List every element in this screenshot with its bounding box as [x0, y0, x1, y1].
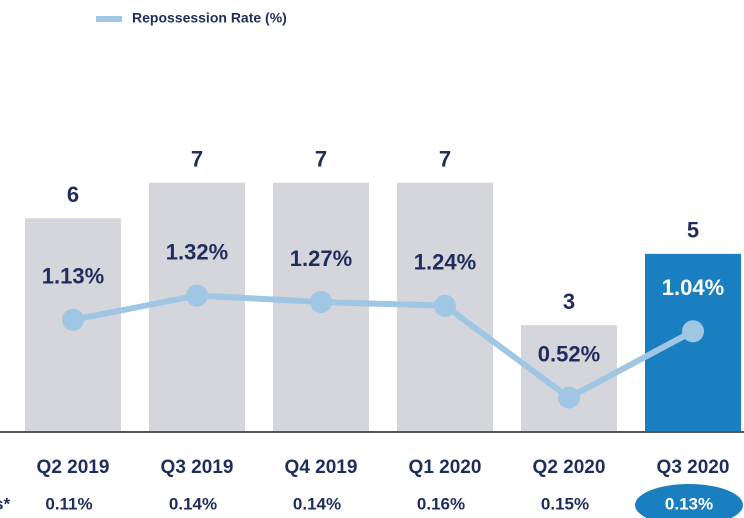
line-point [310, 290, 332, 313]
bar-value-label: 3 [563, 289, 575, 314]
row-value: 0.15% [541, 494, 589, 513]
highlight-pill [635, 484, 743, 518]
x-tick-label: Q3 2020 [657, 457, 730, 478]
bar-value-label: 7 [439, 146, 451, 171]
bar-value-label: 5 [687, 218, 699, 243]
bar [149, 182, 245, 432]
line-point [434, 294, 456, 317]
row-value: 0.13% [665, 494, 713, 513]
row-value: 0.11% [45, 494, 92, 513]
x-tick-label: Q2 2019 [37, 457, 110, 478]
line [72, 292, 695, 402]
line-value-label: 1.27% [290, 246, 352, 271]
row-value: 0.14% [169, 494, 217, 513]
bar-value-label: 6 [67, 182, 79, 207]
line-value-label: 1.04% [662, 275, 724, 300]
x-tick-label: Q3 2019 [161, 457, 234, 478]
row-value: 0.14% [293, 494, 341, 513]
row-label: s* [0, 494, 10, 513]
line-point [682, 320, 704, 343]
row-value: 0.16% [417, 494, 465, 513]
line-value-label: 0.52% [538, 341, 600, 366]
bar-value-label: 7 [191, 146, 203, 171]
x-tick-label: Q1 2020 [409, 457, 482, 478]
bar-value-label: 7 [315, 146, 327, 171]
line-point [62, 308, 84, 331]
bar [645, 253, 741, 432]
x-tick-label: Q2 2020 [533, 457, 606, 478]
line-point [186, 284, 208, 307]
line-value-label: 1.24% [414, 250, 476, 275]
line-point [558, 386, 580, 409]
line-value-label: 1.13% [42, 264, 104, 289]
legend-label: Repossession Rate (%) [132, 10, 287, 26]
x-tick-label: Q4 2019 [285, 457, 358, 478]
line-value-label: 1.32% [166, 239, 228, 264]
